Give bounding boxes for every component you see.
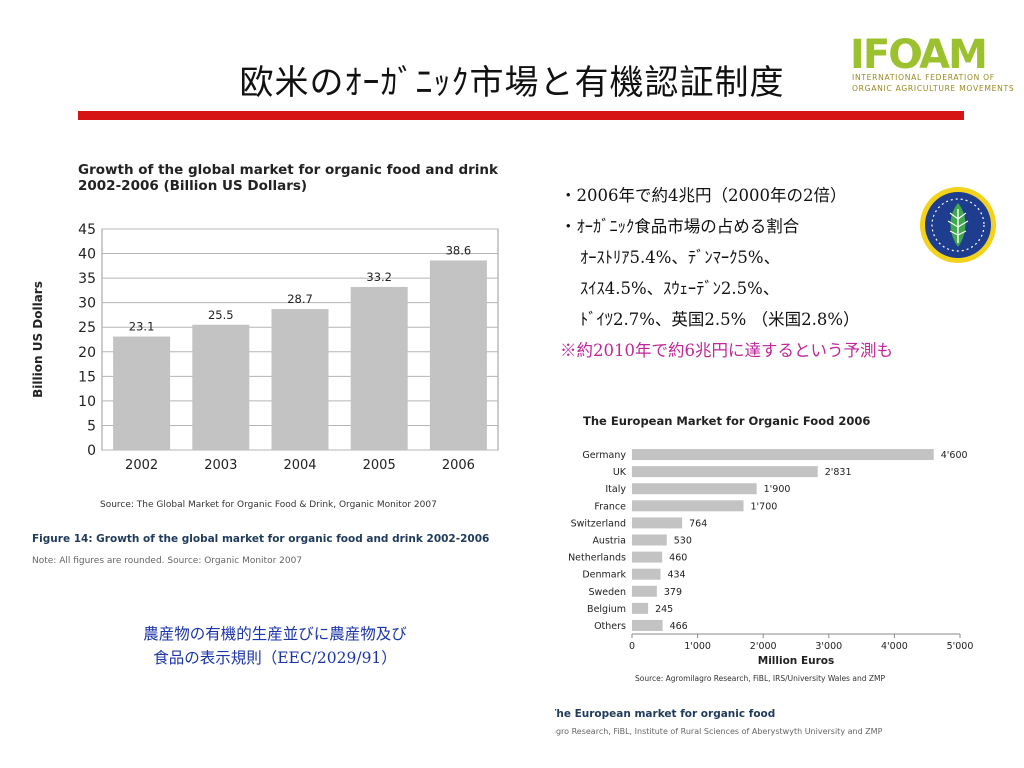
x-tick-label: 2'000 [750, 641, 777, 652]
bar [632, 585, 657, 597]
y-tick-label: 30 [78, 296, 96, 312]
figure-caption-note: Source: ,Agromilagro Research, FiBL, Ins… [555, 727, 883, 736]
bar [632, 619, 663, 631]
x-tick-label: 2002 [125, 458, 158, 473]
y-category-label: Germany [582, 450, 626, 461]
y-category-label: UK [613, 467, 627, 478]
bar-value-label: 1'900 [764, 484, 791, 495]
bar [632, 551, 663, 563]
ifoam-logo: IFOAM INTERNATIONAL FEDERATION OF ORGANI… [846, 24, 1014, 98]
bar [632, 449, 934, 461]
european-market-bar-chart: The European Market for Organic Food 200… [555, 414, 974, 736]
ifoam-logo-graphic: IFOAM [850, 32, 988, 78]
x-tick-label: 1'000 [684, 641, 711, 652]
bar-value-label: 38.6 [446, 243, 472, 257]
bullet-line: ﾄﾞｲﾂ2.7%、英国2.5% （米国2.8%） [580, 310, 860, 329]
y-category-label: Others [594, 621, 626, 632]
y-tick-label: 20 [78, 345, 96, 361]
figure-caption: Figure 20: The European market for organ… [555, 708, 775, 720]
figure-caption: Figure 14: Growth of the global market f… [32, 533, 489, 545]
bar-value-label: 530 [674, 536, 692, 547]
bar-value-label: 28.7 [287, 292, 313, 306]
bullet-line: ・2006年で約4兆円（2000年の2倍） [560, 186, 847, 205]
slide-title: 欧米のｵｰｶﾞﾆｯｸ市場と有機認証制度 [239, 63, 785, 103]
regulation-footnote: 農産物の有機的生産並びに農産物及び 食品の表示規則（EEC/2029/91） [60, 622, 490, 670]
chart-source: Source: The Global Market for Organic Fo… [100, 500, 437, 510]
y-tick-label: 0 [87, 443, 96, 459]
y-tick-label: 10 [78, 394, 96, 410]
x-axis-label: Million Euros [758, 655, 834, 667]
bullet-line: ｽｲｽ4.5%、ｽｳｪｰﾃﾞﾝ2.5%、 [580, 279, 780, 298]
bar [429, 260, 487, 450]
market-share-bullets: ・2006年で約4兆円（2000年の2倍） ・ｵｰｶﾞﾆｯｸ食品市場の占める割合… [560, 182, 980, 363]
forecast-note: ※約2010年で約6兆円に達するという予測も [560, 341, 893, 360]
bar [632, 602, 649, 614]
x-tick-label: 2004 [283, 458, 316, 473]
y-category-label: France [594, 501, 626, 512]
y-tick-label: 40 [78, 247, 96, 263]
x-tick-label: 3'000 [815, 641, 842, 652]
x-tick-label: 4'000 [881, 641, 908, 652]
bar [632, 517, 683, 529]
bar-value-label: 33.2 [366, 270, 392, 284]
bar-value-label: 379 [664, 587, 682, 598]
x-tick-label: 2003 [204, 458, 237, 473]
logo-line-2: ORGANIC AGRICULTURE MOVEMENTS [852, 84, 1015, 93]
footnote-line: 食品の表示規則（EEC/2029/91） [153, 649, 397, 667]
x-tick-label: 0 [629, 641, 635, 652]
bar-value-label: 466 [670, 621, 688, 632]
y-category-label: Italy [605, 484, 626, 495]
x-tick-label: 5'000 [947, 641, 974, 652]
bar [632, 466, 818, 478]
bullet-line: ｵｰｽﾄﾘｱ5.4%、ﾃﾞﾝﾏｰｸ5%、 [580, 248, 781, 267]
chart-title: The European Market for Organic Food 200… [583, 414, 870, 428]
y-category-label: Belgium [587, 604, 626, 615]
footnote-line: 農産物の有機的生産並びに農産物及び [143, 625, 407, 643]
chart-title: Growth of the global market for organic … [78, 162, 499, 178]
y-tick-label: 35 [78, 271, 96, 287]
bullet-line: ・ｵｰｶﾞﾆｯｸ食品市場の占める割合 [560, 217, 800, 236]
x-tick-label: 2006 [442, 458, 475, 473]
bar [192, 324, 250, 450]
bar [632, 500, 744, 512]
chart-source: Source: Agromilagro Research, FiBL, IRS/… [635, 674, 885, 683]
y-category-label: Denmark [582, 570, 626, 581]
bar-value-label: 764 [689, 518, 707, 529]
global-market-bar-chart: Growth of the global market for organic … [31, 162, 499, 566]
y-axis-label: Billion US Dollars [31, 281, 45, 398]
bar-value-label: 4'600 [941, 450, 968, 461]
bar [271, 309, 329, 450]
y-category-label: Netherlands [568, 553, 626, 564]
y-category-label: Austria [592, 536, 626, 547]
bar [632, 568, 661, 580]
x-tick-label: 2005 [363, 458, 396, 473]
bar-value-label: 245 [655, 604, 673, 615]
y-tick-label: 45 [78, 222, 96, 238]
y-tick-label: 5 [87, 418, 96, 434]
logo-line-1: INTERNATIONAL FEDERATION OF [852, 73, 995, 82]
eu-organic-logo-icon [920, 187, 996, 263]
bar-value-label: 2'831 [825, 467, 852, 478]
ifoam-logo-wordmark: IFOAM [850, 32, 986, 78]
bar-value-label: 25.5 [208, 308, 234, 322]
bar-value-label: 434 [667, 570, 685, 581]
bar-value-label: 460 [669, 553, 687, 564]
bar-value-label: 23.1 [129, 320, 155, 334]
bar [350, 286, 408, 450]
bar [113, 336, 171, 450]
bar-value-label: 1'700 [751, 501, 778, 512]
y-tick-label: 15 [78, 369, 96, 385]
y-tick-label: 25 [78, 320, 96, 336]
y-category-label: Switzerland [571, 518, 626, 529]
chart-title: 2002-2006 (Billion US Dollars) [78, 178, 307, 194]
title-underline-bar [78, 111, 964, 120]
figure-caption-note: Note: All figures are rounded. Source: O… [32, 556, 302, 566]
bar [632, 534, 667, 546]
bar [632, 483, 757, 495]
y-category-label: Sweden [588, 587, 626, 598]
